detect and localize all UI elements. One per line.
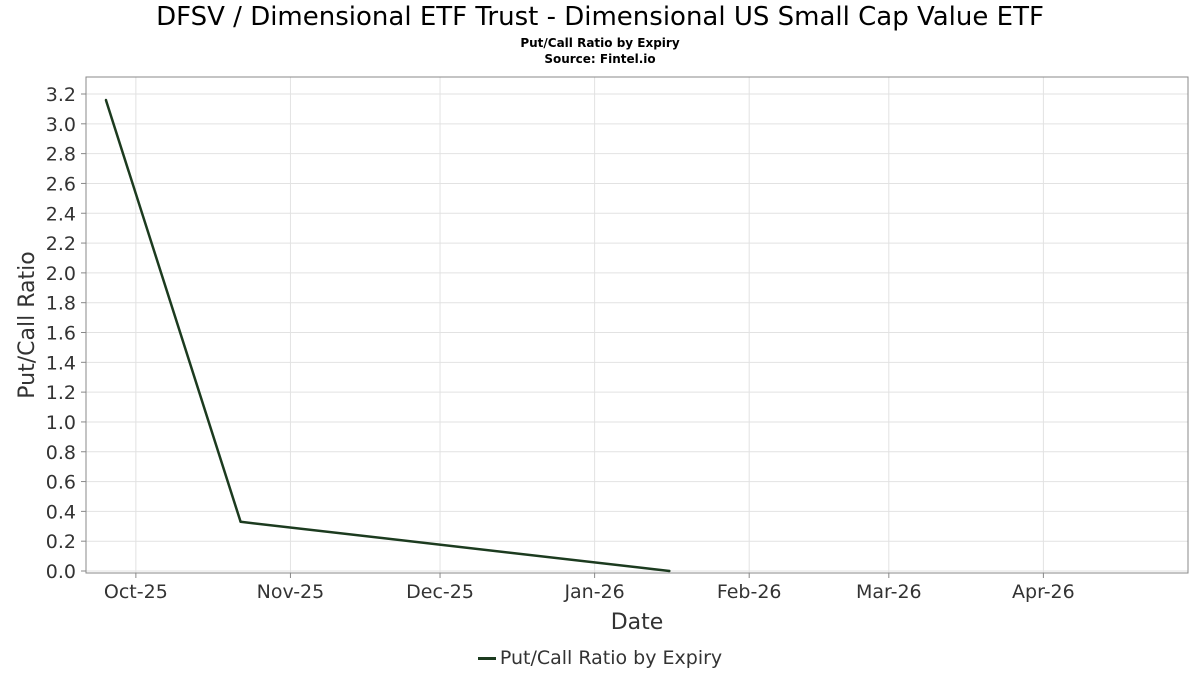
x-tick-label: Feb-26: [717, 581, 782, 603]
x-axis: Oct-25 Nov-25 Dec-25 Jan-26 Feb-26 Mar-26 Apr-…: [104, 573, 1075, 603]
y-tick-label: 3.0: [46, 114, 76, 136]
y-tick-label: 2.8: [46, 144, 76, 166]
y-tick-label: 0.4: [46, 501, 76, 523]
x-tick-label: Jan-26: [563, 581, 624, 603]
y-tick-label: 0.0: [46, 561, 76, 583]
y-tick-label: 1.6: [46, 323, 76, 345]
y-tick-label: 0.8: [46, 442, 76, 464]
y-tick-label: 0.2: [46, 531, 76, 553]
x-tick-label: Oct-25: [104, 581, 168, 603]
y-tick-label: 1.2: [46, 382, 76, 404]
y-tick-label: 2.4: [46, 203, 76, 225]
legend-swatch: [477, 656, 496, 660]
legend-label: Put/Call Ratio by Expiry: [499, 647, 723, 669]
y-tick-label: 1.8: [46, 293, 76, 315]
plot-frame: [85, 76, 1189, 574]
x-tick-label: Mar-26: [856, 581, 922, 603]
chart-source: Source: Fintel.io: [544, 52, 656, 66]
chart-title: DFSV / Dimensional ETF Trust - Dimension…: [156, 2, 1044, 32]
y-tick-label: 2.6: [46, 173, 76, 195]
x-tick-label: Apr-26: [1012, 581, 1075, 603]
y-axis: 0.0 0.2 0.4 0.6 0.8 1.0 1.2 1.4 1.6 1.8 2.0 2.2 2.4 2…: [46, 84, 86, 583]
x-tick-label: Nov-25: [257, 581, 325, 603]
y-tick-label: 1.4: [46, 352, 76, 374]
series-line: [104, 99, 670, 573]
data-point: [239, 520, 242, 524]
x-tick-label: Dec-25: [406, 581, 474, 603]
data-point: [668, 569, 671, 573]
y-tick-label: 3.2: [46, 84, 76, 106]
data-point: [104, 98, 108, 102]
series-layer: [104, 98, 671, 573]
x-axis-title: Date: [611, 610, 664, 635]
y-tick-label: 2.2: [46, 233, 76, 255]
y-tick-label: 2.0: [46, 263, 76, 285]
grid: [86, 77, 1188, 573]
legend: Put/Call Ratio by Expiry: [0, 647, 1200, 669]
y-tick-label: 0.6: [46, 472, 76, 494]
chart-subtitle: Put/Call Ratio by Expiry: [520, 36, 680, 50]
y-axis-title: Put/Call Ratio: [15, 251, 40, 398]
y-tick-label: 1.0: [46, 412, 76, 434]
